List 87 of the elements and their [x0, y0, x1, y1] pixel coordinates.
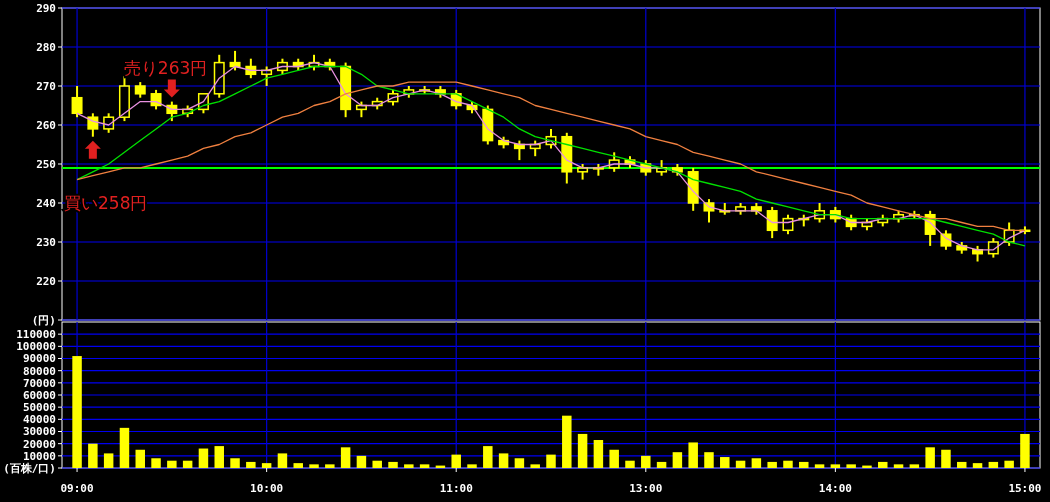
y-axis-title: (円)	[31, 313, 56, 327]
bar	[814, 464, 825, 468]
y-tick-label: 230	[36, 235, 56, 249]
bar	[878, 461, 888, 468]
bar	[214, 446, 224, 468]
bar	[88, 443, 98, 468]
y-tick-label: 70000	[22, 376, 56, 390]
bar	[893, 464, 904, 468]
bar	[530, 464, 540, 468]
bar	[372, 460, 382, 468]
bar	[751, 458, 762, 468]
bar	[909, 464, 920, 468]
y-tick-label: 270	[36, 79, 56, 93]
bar	[404, 464, 414, 468]
bar	[783, 460, 793, 468]
y-tick-label: 220	[36, 274, 56, 288]
bar	[356, 455, 367, 468]
bar	[609, 449, 619, 468]
annotation: 売り263円	[123, 57, 208, 78]
bar	[277, 453, 288, 468]
bar	[720, 457, 730, 468]
bar	[925, 447, 935, 468]
bar	[246, 461, 256, 468]
bar	[957, 461, 967, 468]
bar	[293, 463, 303, 468]
bar	[198, 448, 209, 468]
bar	[767, 461, 777, 468]
y-tick-label: 250	[36, 157, 56, 171]
bar	[103, 453, 114, 468]
bar	[340, 447, 351, 468]
bar	[972, 463, 983, 468]
y-tick-label: 260	[36, 118, 56, 132]
bar	[656, 461, 667, 468]
bar	[309, 464, 319, 468]
y-tick-label: 50000	[22, 401, 56, 415]
bar	[483, 446, 493, 468]
bar	[1020, 433, 1030, 468]
bar	[451, 454, 461, 468]
bar	[388, 461, 398, 468]
bar	[577, 433, 588, 468]
x-tick-label: 10:00	[250, 482, 284, 495]
bar	[419, 464, 430, 468]
bar	[593, 440, 604, 468]
bar	[941, 449, 951, 468]
bar	[704, 452, 714, 468]
y-tick-label: 110000	[16, 328, 56, 342]
y-tick-label: 20000	[22, 437, 56, 451]
x-tick-label: 14:00	[818, 482, 852, 495]
bar	[988, 461, 999, 468]
bar	[182, 460, 193, 468]
bar	[735, 460, 746, 468]
bar	[688, 442, 698, 468]
bar	[119, 427, 130, 468]
bar	[625, 460, 635, 468]
bar	[562, 415, 572, 468]
bar	[846, 464, 856, 468]
y-tick-label: 280	[36, 40, 56, 54]
bar	[135, 449, 145, 468]
bar	[799, 461, 809, 468]
y-tick-label: 290	[36, 1, 56, 15]
bar	[230, 458, 240, 468]
bar	[641, 455, 651, 468]
bar	[167, 460, 177, 468]
bar	[467, 464, 477, 468]
x-tick-label: 11:00	[439, 482, 473, 495]
bar	[830, 464, 841, 468]
x-tick-label: 13:00	[629, 482, 663, 495]
y-tick-label: 60000	[22, 388, 56, 402]
bar	[151, 458, 161, 468]
bar	[672, 452, 683, 468]
y-tick-label: 30000	[22, 425, 56, 439]
bar	[514, 458, 525, 468]
y-tick-label: 80000	[22, 364, 56, 378]
x-tick-label: 09:00	[60, 482, 94, 495]
x-tick-label: 15:00	[1008, 482, 1042, 495]
y-tick-label: 100000	[16, 340, 56, 354]
y-tick-label: 240	[36, 196, 56, 210]
bar	[325, 464, 335, 468]
y-tick-label: 90000	[22, 352, 56, 366]
bar	[72, 356, 82, 468]
bar	[546, 454, 556, 468]
y-tick-label: 40000	[22, 413, 56, 427]
bar	[261, 463, 272, 468]
y-tick-label: 10000	[22, 449, 56, 463]
bar	[498, 453, 509, 468]
y-axis-title: (百株/口)	[3, 461, 56, 475]
bar	[1004, 460, 1014, 468]
